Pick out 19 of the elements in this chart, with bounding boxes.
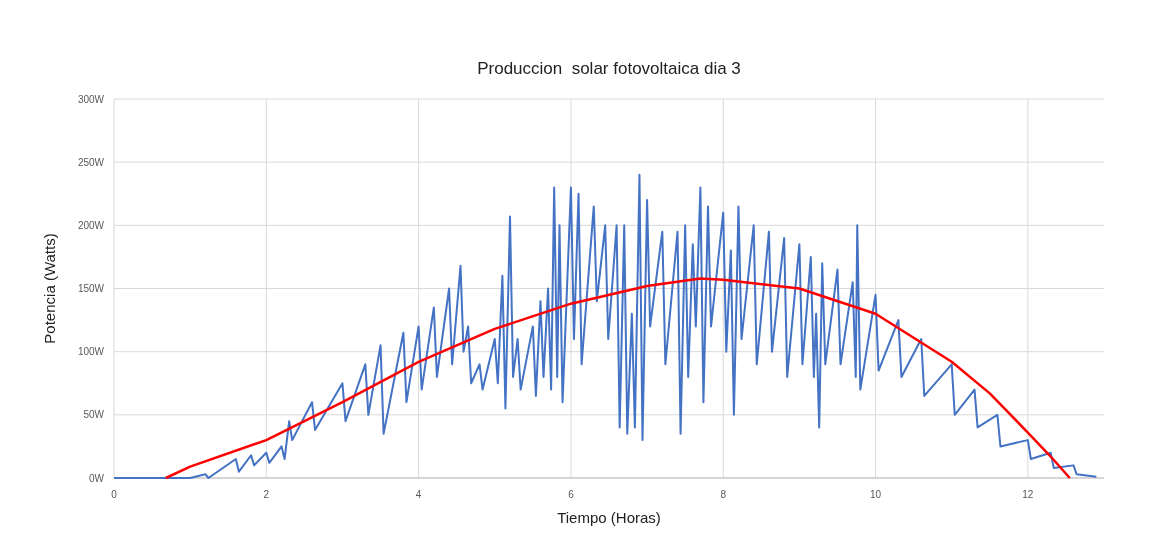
x-tick-label: 0 [111, 489, 118, 500]
y-tick-label: 200W [77, 219, 105, 231]
x-tick-label: 10 [869, 489, 882, 500]
line-series [164, 277, 1071, 480]
y-tick-label: 100W [77, 346, 105, 358]
y-tick-label: 0W [89, 472, 105, 484]
y-tick-label: 50W [83, 409, 105, 421]
y-tick-label: 250W [77, 156, 105, 168]
x-tick-label: 2 [263, 489, 270, 500]
x-tick-label: 8 [720, 489, 727, 500]
y-tick-label: 150W [77, 283, 105, 294]
x-tick-label: 12 [1022, 489, 1034, 500]
y-axis-title: Potencia (Watts) [41, 233, 58, 344]
x-tick-label: 4 [415, 489, 422, 500]
line-series [113, 173, 1098, 479]
chart-title: Produccion solar fotovoltaica dia 3 [477, 59, 741, 78]
y-tick-label: 300W [77, 93, 105, 105]
x-tick-label: 6 [568, 489, 575, 500]
x-axis-title: Tiempo (Horas) [557, 509, 661, 526]
